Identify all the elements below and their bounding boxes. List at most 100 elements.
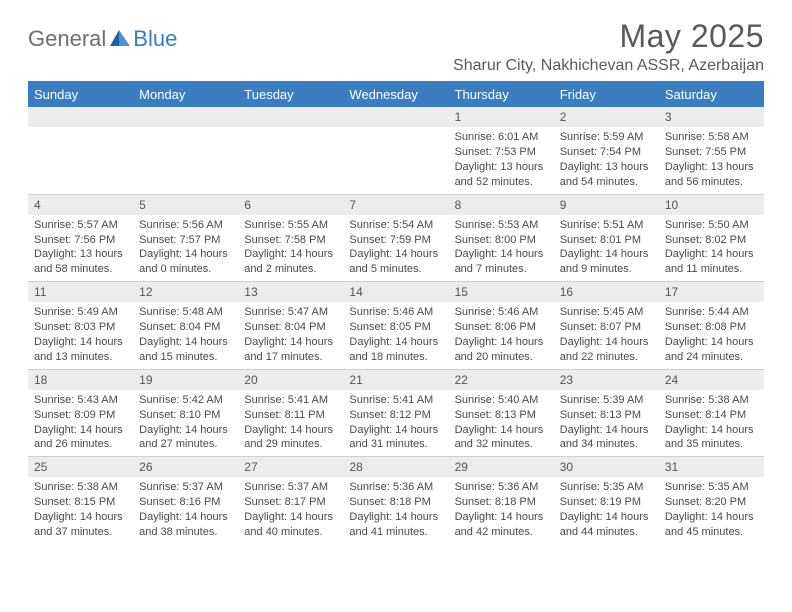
sunrise-text: Sunrise: 5:55 AM xyxy=(244,218,337,233)
day-number: 9 xyxy=(554,195,659,215)
daylight-text: Daylight: 14 hours and 22 minutes. xyxy=(560,335,653,365)
daylight-text: Daylight: 14 hours and 2 minutes. xyxy=(244,247,337,277)
month-year-title: May 2025 xyxy=(453,18,764,55)
sunset-text: Sunset: 8:10 PM xyxy=(139,408,232,423)
sunset-text: Sunset: 8:08 PM xyxy=(665,320,758,335)
weekday-header-cell: Friday xyxy=(554,83,659,107)
day-details: Sunrise: 5:58 AMSunset: 7:55 PMDaylight:… xyxy=(659,127,764,193)
day-details: Sunrise: 5:41 AMSunset: 8:12 PMDaylight:… xyxy=(343,390,448,456)
brand-logo: General Blue xyxy=(28,18,177,52)
day-number xyxy=(343,107,448,127)
sunrise-text: Sunrise: 5:46 AM xyxy=(455,305,548,320)
calendar-page: General Blue May 2025 Sharur City, Nakhi… xyxy=(0,0,792,612)
sunset-text: Sunset: 8:15 PM xyxy=(34,495,127,510)
sunset-text: Sunset: 8:11 PM xyxy=(244,408,337,423)
sunrise-text: Sunrise: 5:56 AM xyxy=(139,218,232,233)
sunrise-text: Sunrise: 5:38 AM xyxy=(34,480,127,495)
sunrise-text: Sunrise: 5:39 AM xyxy=(560,393,653,408)
day-number: 27 xyxy=(238,457,343,477)
calendar-grid: Sunday Monday Tuesday Wednesday Thursday… xyxy=(28,81,764,544)
day-details: Sunrise: 5:56 AMSunset: 7:57 PMDaylight:… xyxy=(133,215,238,281)
daylight-text: Daylight: 13 hours and 56 minutes. xyxy=(665,160,758,190)
day-details: Sunrise: 5:36 AMSunset: 8:18 PMDaylight:… xyxy=(343,477,448,543)
day-cell: 20Sunrise: 5:41 AMSunset: 8:11 PMDayligh… xyxy=(238,370,343,457)
day-number: 13 xyxy=(238,282,343,302)
day-cell: 11Sunrise: 5:49 AMSunset: 8:03 PMDayligh… xyxy=(28,282,133,369)
sunset-text: Sunset: 8:03 PM xyxy=(34,320,127,335)
sunset-text: Sunset: 8:00 PM xyxy=(455,233,548,248)
day-cell: 14Sunrise: 5:46 AMSunset: 8:05 PMDayligh… xyxy=(343,282,448,369)
sunset-text: Sunset: 8:14 PM xyxy=(665,408,758,423)
day-cell: 13Sunrise: 5:47 AMSunset: 8:04 PMDayligh… xyxy=(238,282,343,369)
day-number xyxy=(238,107,343,127)
daylight-text: Daylight: 14 hours and 26 minutes. xyxy=(34,423,127,453)
day-number: 21 xyxy=(343,370,448,390)
day-details xyxy=(133,127,238,134)
day-number: 6 xyxy=(238,195,343,215)
sunset-text: Sunset: 8:04 PM xyxy=(139,320,232,335)
day-number: 5 xyxy=(133,195,238,215)
weekday-header-cell: Wednesday xyxy=(343,83,448,107)
day-cell: 31Sunrise: 5:35 AMSunset: 8:20 PMDayligh… xyxy=(659,457,764,544)
sunset-text: Sunset: 7:57 PM xyxy=(139,233,232,248)
day-cell: 1Sunrise: 6:01 AMSunset: 7:53 PMDaylight… xyxy=(449,107,554,194)
day-number xyxy=(133,107,238,127)
day-cell xyxy=(343,107,448,194)
sunset-text: Sunset: 8:04 PM xyxy=(244,320,337,335)
day-cell: 9Sunrise: 5:51 AMSunset: 8:01 PMDaylight… xyxy=(554,195,659,282)
sunrise-text: Sunrise: 5:43 AM xyxy=(34,393,127,408)
day-details: Sunrise: 5:54 AMSunset: 7:59 PMDaylight:… xyxy=(343,215,448,281)
sunrise-text: Sunrise: 5:42 AM xyxy=(139,393,232,408)
day-details: Sunrise: 5:43 AMSunset: 8:09 PMDaylight:… xyxy=(28,390,133,456)
day-details: Sunrise: 5:35 AMSunset: 8:20 PMDaylight:… xyxy=(659,477,764,543)
day-details: Sunrise: 5:44 AMSunset: 8:08 PMDaylight:… xyxy=(659,302,764,368)
daylight-text: Daylight: 13 hours and 54 minutes. xyxy=(560,160,653,190)
day-number: 17 xyxy=(659,282,764,302)
sunset-text: Sunset: 8:18 PM xyxy=(455,495,548,510)
sunrise-text: Sunrise: 5:41 AM xyxy=(244,393,337,408)
day-details: Sunrise: 5:38 AMSunset: 8:14 PMDaylight:… xyxy=(659,390,764,456)
day-details: Sunrise: 5:45 AMSunset: 8:07 PMDaylight:… xyxy=(554,302,659,368)
day-details: Sunrise: 5:49 AMSunset: 8:03 PMDaylight:… xyxy=(28,302,133,368)
day-cell: 17Sunrise: 5:44 AMSunset: 8:08 PMDayligh… xyxy=(659,282,764,369)
week-row: 25Sunrise: 5:38 AMSunset: 8:15 PMDayligh… xyxy=(28,456,764,544)
brand-word-2: Blue xyxy=(133,26,177,52)
day-number: 26 xyxy=(133,457,238,477)
day-details: Sunrise: 5:40 AMSunset: 8:13 PMDaylight:… xyxy=(449,390,554,456)
day-details: Sunrise: 5:37 AMSunset: 8:17 PMDaylight:… xyxy=(238,477,343,543)
sunrise-text: Sunrise: 5:37 AM xyxy=(139,480,232,495)
day-number: 4 xyxy=(28,195,133,215)
daylight-text: Daylight: 14 hours and 38 minutes. xyxy=(139,510,232,540)
day-details: Sunrise: 5:36 AMSunset: 8:18 PMDaylight:… xyxy=(449,477,554,543)
day-details: Sunrise: 5:55 AMSunset: 7:58 PMDaylight:… xyxy=(238,215,343,281)
day-cell: 7Sunrise: 5:54 AMSunset: 7:59 PMDaylight… xyxy=(343,195,448,282)
sunrise-text: Sunrise: 5:36 AM xyxy=(349,480,442,495)
day-cell: 15Sunrise: 5:46 AMSunset: 8:06 PMDayligh… xyxy=(449,282,554,369)
page-header: General Blue May 2025 Sharur City, Nakhi… xyxy=(28,18,764,75)
day-number: 7 xyxy=(343,195,448,215)
sunrise-text: Sunrise: 5:35 AM xyxy=(560,480,653,495)
sunrise-text: Sunrise: 5:41 AM xyxy=(349,393,442,408)
sunset-text: Sunset: 8:18 PM xyxy=(349,495,442,510)
location-subtitle: Sharur City, Nakhichevan ASSR, Azerbaija… xyxy=(453,57,764,75)
day-cell: 29Sunrise: 5:36 AMSunset: 8:18 PMDayligh… xyxy=(449,457,554,544)
day-number: 24 xyxy=(659,370,764,390)
daylight-text: Daylight: 13 hours and 52 minutes. xyxy=(455,160,548,190)
sunrise-text: Sunrise: 5:44 AM xyxy=(665,305,758,320)
daylight-text: Daylight: 14 hours and 32 minutes. xyxy=(455,423,548,453)
day-number: 3 xyxy=(659,107,764,127)
sunrise-text: Sunrise: 5:45 AM xyxy=(560,305,653,320)
sunset-text: Sunset: 8:17 PM xyxy=(244,495,337,510)
sunrise-text: Sunrise: 5:54 AM xyxy=(349,218,442,233)
daylight-text: Daylight: 14 hours and 37 minutes. xyxy=(34,510,127,540)
weekday-header-cell: Saturday xyxy=(659,83,764,107)
sunrise-text: Sunrise: 5:57 AM xyxy=(34,218,127,233)
day-details: Sunrise: 5:59 AMSunset: 7:54 PMDaylight:… xyxy=(554,127,659,193)
day-cell: 16Sunrise: 5:45 AMSunset: 8:07 PMDayligh… xyxy=(554,282,659,369)
day-number: 22 xyxy=(449,370,554,390)
day-cell: 10Sunrise: 5:50 AMSunset: 8:02 PMDayligh… xyxy=(659,195,764,282)
daylight-text: Daylight: 14 hours and 34 minutes. xyxy=(560,423,653,453)
daylight-text: Daylight: 14 hours and 0 minutes. xyxy=(139,247,232,277)
sunrise-text: Sunrise: 5:35 AM xyxy=(665,480,758,495)
daylight-text: Daylight: 14 hours and 40 minutes. xyxy=(244,510,337,540)
